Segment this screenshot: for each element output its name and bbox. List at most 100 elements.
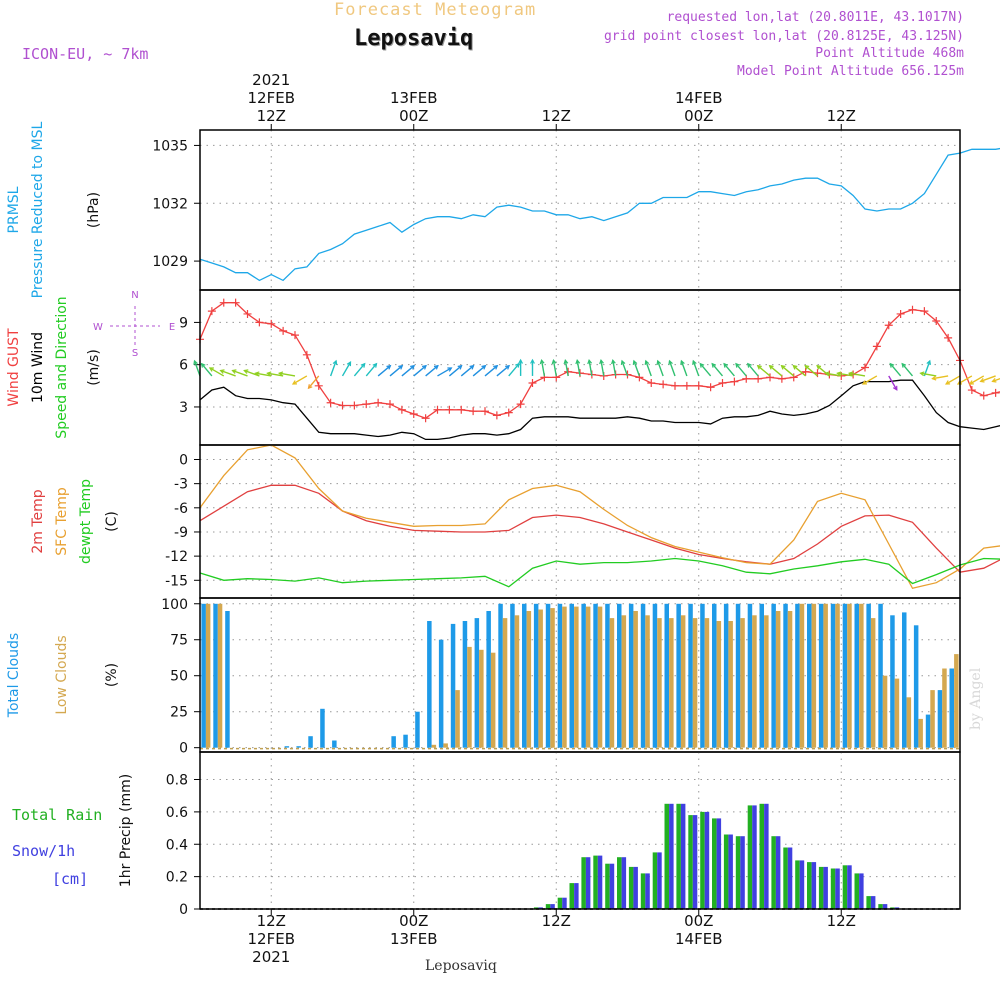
gust-marker: [861, 363, 869, 372]
wind-barb-head: [768, 364, 774, 370]
side-label-wind: 10m Wind: [30, 332, 46, 403]
wind-barb-head: [277, 371, 284, 377]
gust-marker: [231, 298, 240, 307]
ytick-label-clouds: 75: [170, 633, 188, 649]
wind-barb-head: [968, 380, 974, 385]
series-line-gust: [199, 302, 1000, 419]
bar-low_cloud: [906, 697, 912, 748]
wind-barb-head: [668, 359, 673, 365]
wind-barb-head: [372, 362, 378, 368]
bottom-tick-label: 12Z: [827, 912, 856, 930]
gust-marker: [397, 405, 406, 414]
bar-rain: [545, 904, 551, 909]
bar-total_cloud: [878, 603, 883, 748]
ytick-label-precip: 0: [179, 902, 188, 918]
bar-snow: [799, 860, 805, 909]
bar-low_cloud: [775, 611, 781, 748]
bar-total_cloud: [510, 603, 515, 748]
bar-rain: [830, 868, 836, 909]
bar-rain: [581, 857, 586, 909]
bar-rain: [700, 811, 705, 909]
bar-total_cloud: [225, 611, 230, 748]
bottom-tick-label: 00Z: [684, 912, 713, 930]
wind-barb-head: [620, 359, 626, 365]
wind-barb-head: [587, 358, 593, 365]
wind-barb: [413, 365, 427, 377]
gust-marker: [647, 379, 656, 387]
side-label-temperature: dewpt Temp: [78, 479, 94, 564]
wind-barb-head: [243, 369, 249, 374]
bar-snow: [574, 883, 579, 909]
ylabel-precip: 1hr Precip (mm): [118, 774, 134, 887]
bar-low_cloud: [431, 744, 437, 748]
wind-barb-head: [991, 378, 997, 383]
bottom-tick-label: 12Z: [542, 912, 571, 930]
wind-barb: [889, 363, 902, 377]
wind-barb-head: [945, 380, 951, 385]
wind-barb-head: [632, 359, 638, 365]
compass-north: N: [131, 290, 138, 301]
bar-snow: [645, 873, 650, 909]
ylabel-clouds: (%): [104, 663, 120, 687]
bar-low_cloud: [716, 621, 722, 748]
bar-low_cloud: [669, 618, 674, 748]
bar-rain: [771, 836, 776, 909]
ytick-label-clouds: 100: [161, 597, 188, 613]
bottom-tick-label: 12Z: [257, 912, 286, 930]
bar-low_cloud: [217, 603, 223, 748]
gust-marker: [516, 400, 525, 409]
ytick-label-pressure: 1032: [152, 196, 188, 212]
bar-low_cloud: [645, 615, 650, 748]
gust-marker: [944, 333, 953, 342]
bar-low_cloud: [205, 603, 211, 748]
wind-barb-head: [421, 364, 427, 370]
gust-marker: [671, 381, 679, 390]
wind-barb-head: [254, 371, 260, 377]
ytick-label-wind: 9: [179, 315, 188, 331]
side-label-precip: Total Rain: [12, 806, 102, 824]
gust-marker: [255, 318, 264, 327]
gust-marker: [718, 379, 727, 387]
bar-low_cloud: [799, 603, 805, 748]
bar-total_cloud: [807, 603, 812, 748]
bar-total_cloud: [723, 603, 729, 748]
wind-barb-head: [410, 364, 416, 370]
bar-rain: [759, 803, 764, 909]
gust-marker: [801, 367, 810, 376]
ytick-label-temperature: -9: [174, 525, 188, 541]
wind-barb-head: [824, 371, 830, 377]
bar-rain: [795, 860, 800, 909]
wind-barb-head: [447, 367, 453, 372]
wind-barb: [279, 372, 296, 377]
wind-barb: [692, 360, 700, 377]
gust-marker: [742, 374, 751, 383]
bar-total_cloud: [308, 736, 313, 748]
top-tick-label: 2021: [252, 71, 290, 89]
ytick-label-precip: 0.8: [166, 773, 188, 789]
gust-marker: [207, 307, 216, 316]
ytick-label-precip: 0.2: [166, 870, 188, 886]
wind-barb: [862, 375, 878, 385]
wind-barb: [656, 360, 664, 377]
wind-barb: [680, 360, 688, 377]
bar-rain: [605, 863, 610, 909]
bar-low_cloud: [609, 618, 615, 748]
gust-marker: [920, 307, 929, 316]
bottom-tick-label: 13FEB: [390, 930, 437, 948]
bar-snow: [692, 815, 698, 909]
wind-barb: [508, 363, 520, 377]
wind-barb-head: [931, 375, 937, 381]
gust-marker: [481, 407, 489, 416]
bar-low_cloud: [538, 609, 543, 748]
ytick-label-pressure: 1035: [152, 138, 188, 154]
wind-barb-head: [433, 364, 439, 370]
gust-marker: [706, 383, 715, 392]
gust-marker: [730, 377, 739, 386]
wind-barb: [932, 375, 949, 380]
bar-total_cloud: [332, 740, 337, 748]
panel-temperature: -15 -12 -9 -6 -3 0 2m Temp SFC Temp dewpt Temp (C…: [30, 444, 1000, 599]
series-line-pressure: [199, 147, 1000, 282]
wind-barb: [307, 375, 320, 389]
bar-total_cloud: [296, 746, 301, 748]
